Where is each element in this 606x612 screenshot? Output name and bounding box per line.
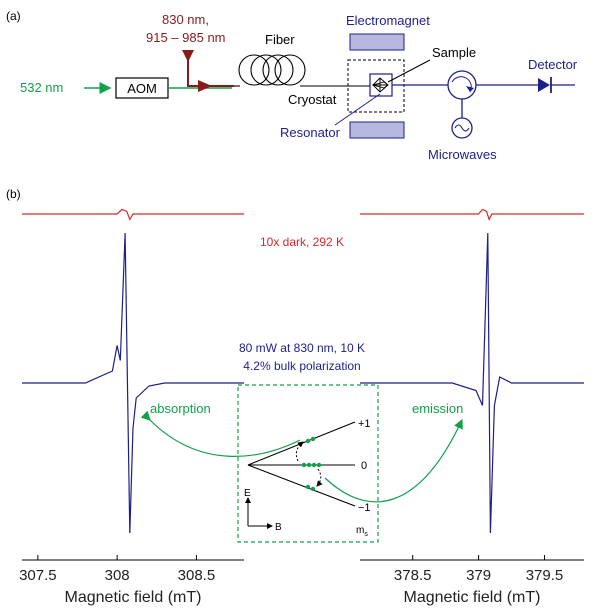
panel-a-label: (a)	[6, 9, 21, 23]
level-plus1: +1	[358, 418, 371, 430]
fiber-label: Fiber	[265, 32, 295, 47]
diode-icon	[538, 78, 550, 92]
sample-pointer	[387, 59, 431, 83]
spectrum-1-series-1	[360, 232, 584, 534]
emission-arrow	[324, 418, 463, 503]
absorption-arrow	[140, 410, 301, 457]
sample-label: Sample	[432, 45, 476, 60]
sine-icon	[454, 124, 470, 132]
level-minus1: −1	[358, 502, 371, 514]
circulator-arrow	[466, 86, 474, 92]
red-beam	[187, 50, 234, 87]
fiber-coil	[238, 54, 306, 86]
circulator	[447, 70, 477, 100]
light-spectrum-label-2: 4.2% bulk polarization	[243, 359, 360, 373]
absorption-label: absorption	[150, 401, 211, 416]
e-axis-label: E	[244, 488, 251, 499]
microwaves-label: Microwaves	[428, 147, 497, 162]
b-axis-label: B	[275, 522, 282, 533]
emission-label: emission	[412, 401, 463, 416]
light-spectrum-label-1: 80 mW at 830 nm, 10 K	[239, 341, 365, 355]
axes-icon	[247, 500, 270, 527]
detector-label: Detector	[528, 57, 578, 72]
transition-down-arrow	[316, 468, 323, 487]
tick-label-0-2: 308.5	[178, 567, 216, 584]
panel-b-label: (b)	[6, 187, 21, 201]
electromagnet-bottom	[349, 121, 405, 139]
combined-beam-arrow	[198, 80, 212, 92]
tick-label-0-1: 308	[105, 567, 130, 584]
x-axis-label-1: Magnetic field (mT)	[404, 589, 541, 606]
spectra: 307.5 308 308.5 Magnetic field (mT) 378.5 379…	[19, 208, 584, 606]
cryostat-label: Cryostat	[288, 92, 337, 107]
spectrum-0-series-0	[22, 208, 244, 221]
red-laser-line1: 830 nm,	[162, 12, 209, 27]
green-laser-label: 532 nm	[20, 80, 63, 95]
cryostat-box	[347, 59, 405, 113]
red-beam-arrow	[182, 50, 194, 62]
tick-label-0-0: 307.5	[19, 567, 57, 584]
x-axis-label-0: Magnetic field (mT)	[65, 589, 202, 606]
tick-label-1-2: 379.5	[526, 567, 564, 584]
sample-diamond	[371, 77, 389, 93]
resonator-label: Resonator	[280, 125, 341, 140]
dark-spectrum-label: 10x dark, 292 K	[260, 235, 344, 249]
ms-label: ms	[356, 525, 368, 538]
resonator-pointer	[334, 93, 381, 126]
electromagnet-label: Electromagnet	[346, 13, 430, 28]
red-laser-line2: 915 – 985 nm	[146, 30, 226, 45]
level-0: 0	[361, 460, 367, 472]
tick-label-1-1: 379	[466, 567, 491, 584]
aom-label: AOM	[127, 81, 157, 96]
spectrum-1-series-0	[360, 208, 584, 221]
transition-up-arrow	[295, 441, 304, 462]
spectrum-0-series-1	[22, 232, 244, 534]
tick-label-1-0: 378.5	[394, 567, 432, 584]
population-dots	[301, 436, 322, 492]
electromagnet-top	[349, 33, 405, 51]
